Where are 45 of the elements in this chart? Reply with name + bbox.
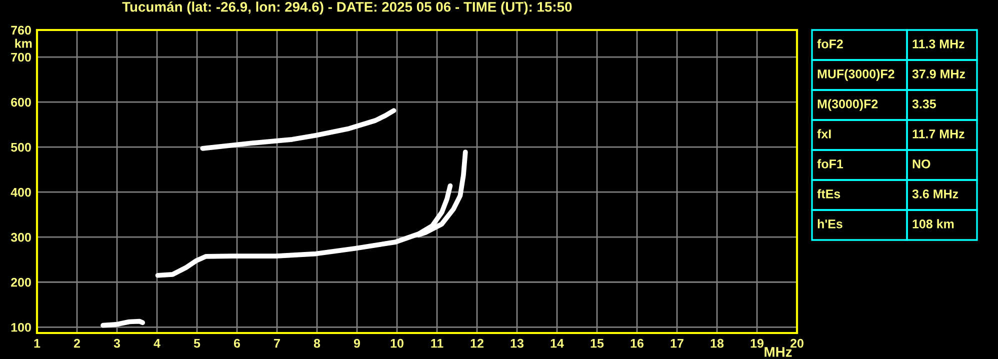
chart-title: Tucumán (lat: -26.9, lon: 294.6) - DATE: 2025 05 06 - TIME (UT): 15:50	[122, 1, 572, 15]
x-tick-label: 2	[74, 338, 80, 348]
x-tick-label: 16	[630, 338, 644, 348]
x-tick-label: 20	[790, 338, 804, 348]
text: foF2	[817, 39, 843, 48]
text: 11.7 MHz	[912, 130, 964, 138]
x-tick-label: 3	[114, 338, 120, 348]
text: 11.3 MHz	[912, 40, 964, 48]
y-tick-label: 600	[11, 98, 31, 107]
x-tick-label: 12	[470, 338, 484, 348]
x-tick-label: 4	[154, 339, 160, 348]
text: 3.6 MHz	[912, 190, 958, 198]
y-tick-label: 500	[10, 142, 31, 152]
x-tick-label: 15	[590, 339, 604, 348]
text: MUF(3000)F2	[818, 69, 894, 81]
x-tick-label: 14	[550, 339, 564, 348]
x-tick-label: 6	[234, 338, 240, 348]
y-tick-label: 400	[10, 188, 31, 197]
x-tick-label: 18	[710, 338, 724, 348]
y-tick-label: 760	[11, 26, 31, 35]
y-tick-label: 700	[11, 52, 31, 62]
text: NO	[912, 160, 930, 168]
x-tick-label: 13	[510, 338, 524, 348]
x-tick-label: 17	[670, 339, 684, 348]
text: ftEs	[817, 189, 840, 198]
x-tick-label: 1	[34, 339, 40, 348]
y-tick-label: 300	[10, 232, 31, 242]
x-tick-label: 19	[750, 338, 764, 348]
text: h'Es	[818, 219, 842, 228]
x-tick-label: 9	[354, 338, 360, 348]
y-tick-label: 100	[11, 322, 31, 332]
text: foF1	[817, 159, 844, 168]
text: 37.9 MHz	[912, 70, 966, 78]
y-axis-title: km	[15, 38, 32, 48]
y-tick-label: 200	[11, 278, 31, 287]
x-tick-label: 10	[390, 338, 404, 348]
text: 108 km	[912, 219, 954, 228]
x-tick-label: 5	[194, 339, 200, 348]
x-axis-title: MHz	[764, 347, 792, 357]
x-tick-label: 11	[431, 339, 444, 348]
x-tick-label: 7	[274, 339, 280, 348]
text: M(3000)F2	[818, 99, 878, 111]
x-tick-label: 8	[314, 338, 320, 348]
text: fxI	[817, 129, 831, 138]
text: 3.35	[912, 100, 936, 108]
